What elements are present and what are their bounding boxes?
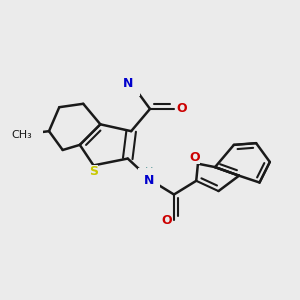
Text: O: O [189,151,200,164]
Text: CH₃: CH₃ [11,130,32,140]
Text: H: H [124,70,133,80]
Text: O: O [176,102,187,116]
Text: N: N [144,174,154,187]
Text: H: H [145,167,153,177]
Text: S: S [89,165,98,178]
Text: O: O [161,214,172,227]
Text: N: N [123,77,134,90]
